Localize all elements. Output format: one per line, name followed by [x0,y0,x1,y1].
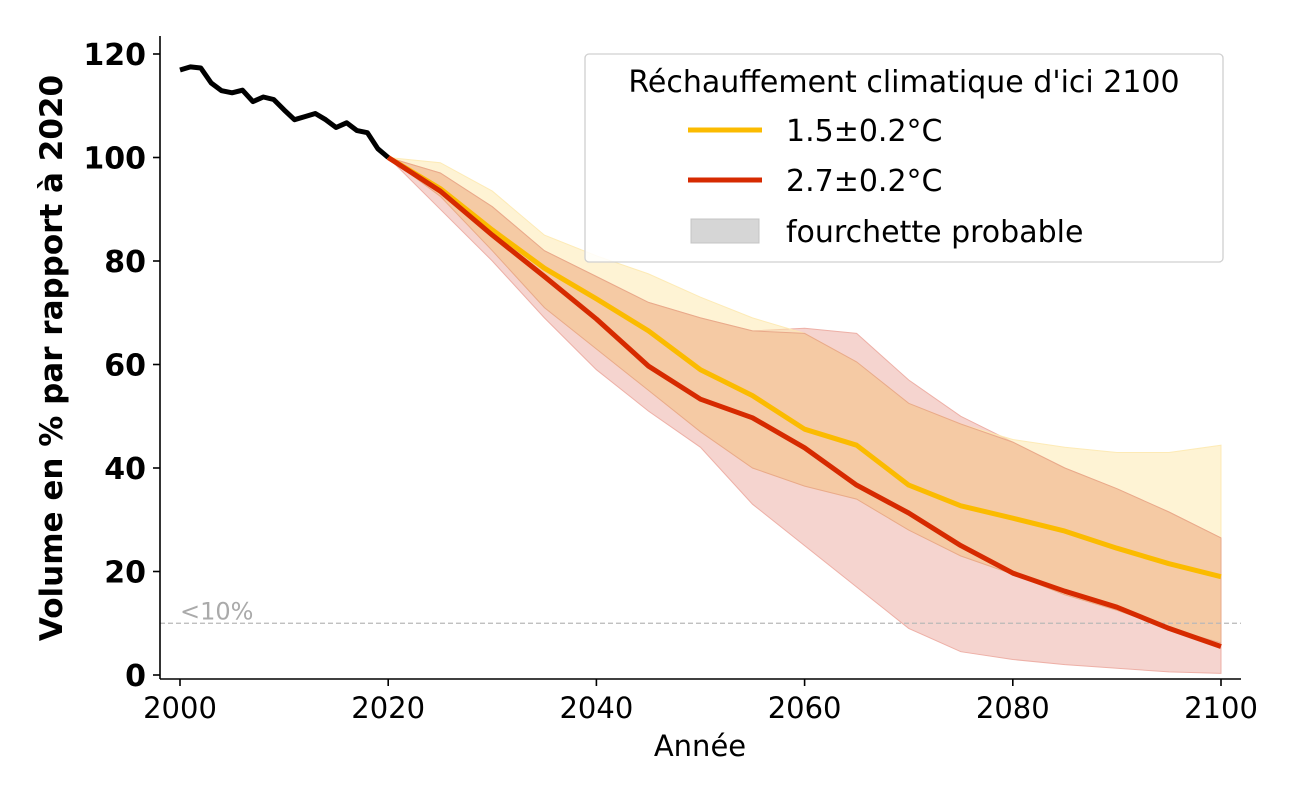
x-ticks: 2000 2020 2040 2060 2080 2100 [143,679,1258,725]
y-tick-label: 20 [104,556,146,591]
band-overlap [387,157,1222,644]
y-tick-label: 60 [104,349,146,384]
legend-label-likely-range: fourchette probable [786,215,1083,250]
legend-label-2-7c: 2.7±0.2°C [786,164,943,199]
line-1-5c [386,155,1222,580]
line-historical [179,64,390,160]
legend-frame [584,53,1224,263]
legend-title: Réchauffement climatique d'ici 2100 [628,65,1179,100]
x-tick-label: 2020 [351,691,425,725]
y-tick-label: 80 [104,245,146,280]
series-lines [179,64,1222,649]
annotation-below-10-percent: <10% [180,597,253,625]
confidence-bands [386,156,1222,674]
y-ticks: 0 20 40 60 80 100 120 [83,38,160,694]
legend: Réchauffement climatique d'ici 2100 1.5±… [584,53,1224,263]
legend-label-1-5c: 1.5±0.2°C [786,114,943,149]
x-tick-label: 2060 [768,691,842,725]
x-tick-label: 2040 [559,691,633,725]
x-tick-label: 2100 [1184,691,1258,725]
y-tick-label: 120 [83,38,146,73]
x-tick-label: 2080 [976,691,1050,725]
legend-swatch-likely-range [690,218,760,244]
x-axis-label: Année [654,729,746,763]
y-axis-label: Volume en % par rapport à 2020 [34,75,70,641]
x-tick-label: 2000 [143,691,217,725]
line-2-7c [386,155,1222,649]
y-tick-label: 100 [83,142,146,177]
y-tick-label: 0 [125,659,146,694]
y-tick-label: 40 [104,452,146,487]
